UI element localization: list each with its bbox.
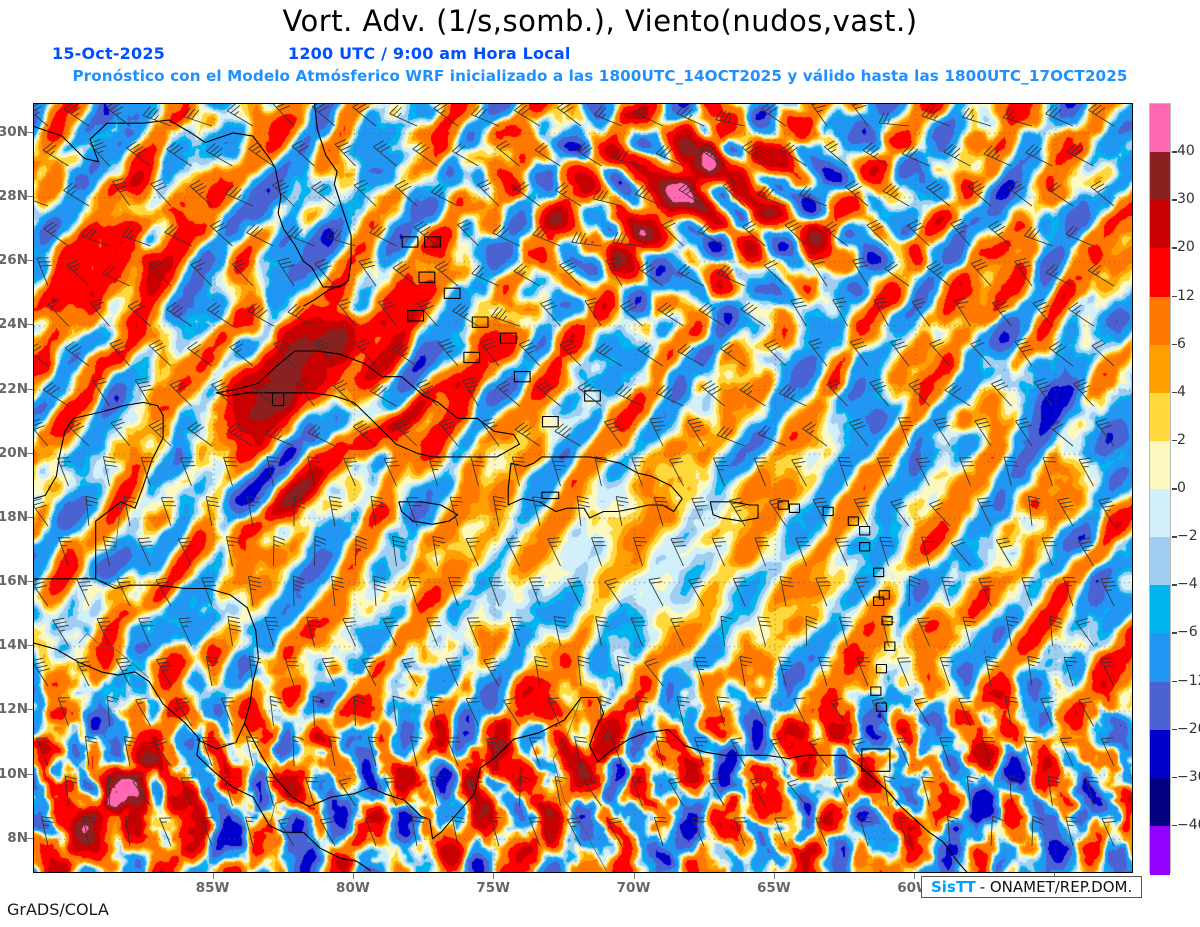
colorbar-band — [1150, 248, 1170, 298]
colorbar-label-2: 2 — [1177, 431, 1186, 448]
lat-label-18N: 18N — [0, 508, 28, 525]
colorbar-band — [1150, 777, 1170, 827]
colorbar-label--4: −4 — [1177, 576, 1198, 593]
colorbar-band — [1150, 392, 1170, 442]
colorbar-tick — [1172, 391, 1177, 394]
lon-tick — [352, 873, 354, 879]
colorbar-tick — [1172, 439, 1177, 442]
lon-label-85W: 85W — [195, 880, 230, 896]
lon-tick — [633, 873, 635, 879]
colorbar-label-20: 20 — [1177, 239, 1195, 256]
lon-tick — [914, 873, 916, 879]
colorbar-tick — [1172, 824, 1177, 827]
colorbar-tick — [1172, 247, 1177, 249]
colorbar-label--6: −6 — [1177, 624, 1198, 641]
lat-tick — [27, 452, 33, 454]
colorbar-label-0: 0 — [1177, 480, 1186, 496]
colorbar-band — [1150, 200, 1170, 249]
lat-tick — [27, 709, 33, 711]
lon-tick — [773, 873, 775, 879]
colorbar-label--40: −40 — [1177, 816, 1200, 833]
grads-credit-label: GrADS/COLA — [7, 900, 109, 919]
lat-label-30N: 30N — [0, 123, 28, 140]
colorbar-band — [1150, 729, 1170, 779]
lat-tick — [27, 516, 33, 518]
logo-org-text: - ONAMET/REP.DOM. — [979, 878, 1133, 896]
colorbar-label-40: 40 — [1177, 143, 1195, 160]
colorbar-tick — [1172, 199, 1177, 201]
colorbar-band — [1150, 633, 1170, 683]
colorbar-label--20: −20 — [1177, 720, 1200, 737]
chart-header: Vort. Adv. (1/s,somb.), Viento(nudos,vas… — [0, 0, 1200, 95]
colorbar-tick — [1172, 536, 1177, 538]
colorbar-band — [1150, 296, 1170, 346]
page-title: Vort. Adv. (1/s,somb.), Viento(nudos,vas… — [282, 4, 918, 38]
lon-tick — [212, 873, 214, 879]
colorbar-tick — [1172, 295, 1177, 297]
lon-label-75W: 75W — [476, 880, 511, 896]
valid-time-label: 1200 UTC / 9:00 am Hora Local — [288, 44, 571, 63]
colorbar-band — [1150, 681, 1170, 731]
lat-label-16N: 16N — [0, 573, 28, 590]
colorbar-band — [1150, 825, 1170, 875]
colorbar-label--12: −12 — [1177, 672, 1200, 689]
colorbar-band — [1150, 104, 1170, 153]
colorbar-label-30: 30 — [1177, 191, 1195, 208]
lon-label-70W: 70W — [616, 880, 651, 896]
lat-label-14N: 14N — [0, 637, 28, 654]
lat-label-26N: 26N — [0, 252, 28, 269]
colorbar-tick — [1172, 343, 1177, 346]
lon-label-65W: 65W — [756, 880, 791, 896]
colorbar-tick — [1172, 488, 1177, 490]
colorbar-label-4: 4 — [1177, 383, 1186, 400]
colorbar-label-12: 12 — [1177, 287, 1195, 304]
valid-date-label: 15-Oct-2025 — [52, 44, 166, 63]
lon-label-80W: 80W — [336, 880, 370, 896]
lat-tick — [27, 324, 33, 326]
colorbar-label--30: −30 — [1177, 768, 1200, 785]
lat-label-24N: 24N — [0, 316, 28, 333]
lat-tick — [27, 388, 33, 390]
vorticity-advection-field — [34, 104, 1132, 872]
model-info-line: Pronóstico con el Modelo Atmósferico WRF… — [72, 67, 1128, 85]
lat-label-22N: 22N — [0, 380, 28, 397]
colorbar-band — [1150, 440, 1170, 490]
lat-tick — [27, 131, 33, 133]
lat-tick — [27, 260, 33, 262]
colorbar-tick — [1172, 680, 1177, 682]
colorbar-tick — [1172, 151, 1177, 153]
colorbar-band — [1150, 537, 1170, 586]
colorbar-band — [1150, 489, 1170, 538]
lat-tick — [27, 581, 33, 583]
subtitle-row: 15-Oct-2025 1200 UTC / 9:00 am Hora Loca… — [0, 44, 1200, 66]
colorbar-tick — [1172, 632, 1177, 634]
colorbar-label--2: −2 — [1177, 528, 1198, 545]
lat-label-28N: 28N — [0, 188, 28, 205]
logo-tt-text: TT — [955, 878, 976, 896]
colorbar-tick — [1172, 728, 1177, 731]
sistt-onamet-logo: Sis TT - ONAMET/REP.DOM. — [921, 876, 1143, 898]
colorbar-tick — [1172, 776, 1177, 779]
colorbar-legend[interactable] — [1149, 103, 1171, 875]
lat-label-10N: 10N — [0, 765, 28, 782]
lat-label-8N: 8N — [7, 829, 28, 846]
colorbar-band — [1150, 585, 1170, 634]
map-plot-area[interactable] — [33, 103, 1133, 873]
lat-label-20N: 20N — [0, 444, 28, 461]
lat-tick — [27, 645, 33, 647]
lat-tick — [27, 773, 33, 775]
lat-tick — [27, 837, 33, 839]
colorbar-band — [1150, 152, 1170, 201]
logo-sis-text: Sis — [931, 878, 956, 896]
colorbar-tick — [1172, 584, 1177, 586]
lat-label-12N: 12N — [0, 701, 28, 718]
colorbar-band — [1150, 344, 1170, 394]
lon-tick — [493, 873, 495, 879]
lat-tick — [27, 196, 33, 198]
colorbar-label-6: 6 — [1177, 335, 1186, 352]
